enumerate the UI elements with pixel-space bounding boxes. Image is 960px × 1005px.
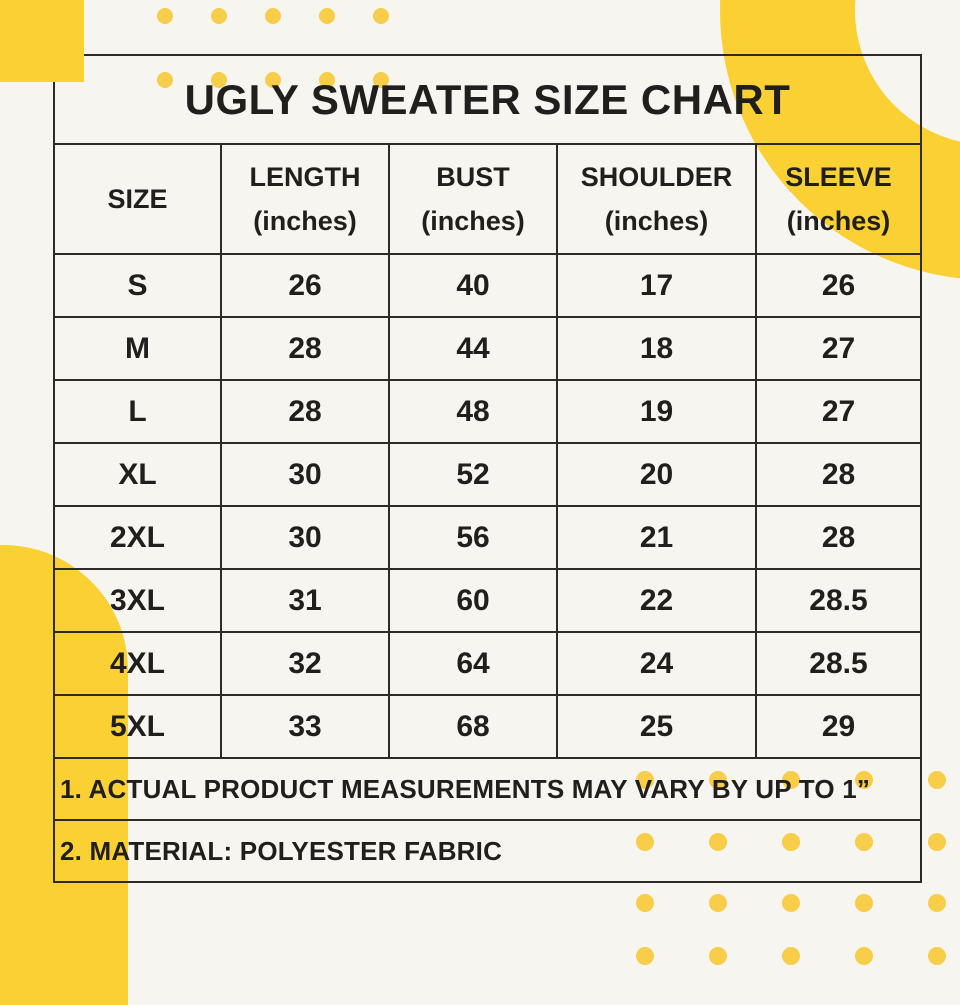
measurement-value: 21 (558, 507, 757, 570)
column-unit: (inches) (787, 199, 891, 243)
measurement-value: 28.5 (757, 570, 920, 633)
measurement-value: 52 (390, 444, 558, 507)
column-label: BUST (436, 155, 510, 199)
decorative-dot (928, 894, 946, 912)
column-label: LENGTH (250, 155, 361, 199)
measurement-value: 22 (558, 570, 757, 633)
measurement-value: 18 (558, 318, 757, 381)
column-label: SLEEVE (785, 155, 892, 199)
measurement-value: 28 (757, 507, 920, 570)
size-label: 2XL (55, 507, 222, 570)
measurement-value: 24 (558, 633, 757, 696)
measurement-value: 30 (222, 444, 390, 507)
decorative-dot (709, 894, 727, 912)
column-header-size: SIZE (55, 145, 222, 255)
top-left-square-decoration (0, 0, 84, 82)
size-label: M (55, 318, 222, 381)
measurement-value: 60 (390, 570, 558, 633)
column-label: SIZE (107, 177, 167, 221)
decorative-dot (709, 947, 727, 965)
column-unit: (inches) (605, 199, 709, 243)
chart-title: UGLY SWEATER SIZE CHART (55, 56, 920, 145)
decorative-dot (636, 947, 654, 965)
column-unit: (inches) (421, 199, 525, 243)
column-unit: (inches) (253, 199, 357, 243)
measurement-value: 40 (390, 255, 558, 318)
measurement-value: 26 (222, 255, 390, 318)
measurement-value: 48 (390, 381, 558, 444)
measurement-value: 28 (222, 381, 390, 444)
decorative-dot (928, 947, 946, 965)
decorative-dot (782, 947, 800, 965)
note-material: 2. MATERIAL: POLYESTER FABRIC (55, 821, 920, 881)
measurement-value: 33 (222, 696, 390, 759)
decorative-dot (928, 771, 946, 789)
measurement-value: 68 (390, 696, 558, 759)
measurement-value: 28 (757, 444, 920, 507)
note-measurements: 1. ACTUAL PRODUCT MEASUREMENTS MAY VARY … (55, 759, 920, 821)
size-label: L (55, 381, 222, 444)
measurement-value: 30 (222, 507, 390, 570)
measurement-value: 31 (222, 570, 390, 633)
column-label: SHOULDER (581, 155, 733, 199)
decorative-dot (782, 894, 800, 912)
measurement-value: 44 (390, 318, 558, 381)
column-header-sleeve: SLEEVE(inches) (757, 145, 920, 255)
column-header-bust: BUST(inches) (390, 145, 558, 255)
size-label: 3XL (55, 570, 222, 633)
measurement-value: 25 (558, 696, 757, 759)
size-chart-page: { "page": { "background_color": "#f7f5f0… (0, 0, 960, 960)
measurement-value: 26 (757, 255, 920, 318)
decorative-dot (373, 8, 389, 24)
measurement-value: 32 (222, 633, 390, 696)
measurement-value: 19 (558, 381, 757, 444)
size-label: S (55, 255, 222, 318)
measurement-value: 64 (390, 633, 558, 696)
measurement-value: 20 (558, 444, 757, 507)
decorative-dot (636, 894, 654, 912)
size-label: 4XL (55, 633, 222, 696)
decorative-dot (855, 947, 873, 965)
decorative-dot (855, 894, 873, 912)
measurement-value: 27 (757, 318, 920, 381)
decorative-dot (265, 8, 281, 24)
measurement-value: 28.5 (757, 633, 920, 696)
column-header-length: LENGTH(inches) (222, 145, 390, 255)
measurement-value: 28 (222, 318, 390, 381)
decorative-dot (928, 833, 946, 851)
decorative-dot (319, 8, 335, 24)
decorative-dot (157, 8, 173, 24)
measurement-value: 29 (757, 696, 920, 759)
measurement-value: 56 (390, 507, 558, 570)
measurement-value: 17 (558, 255, 757, 318)
size-label: XL (55, 444, 222, 507)
measurement-value: 27 (757, 381, 920, 444)
decorative-dot (211, 8, 227, 24)
column-header-shoulder: SHOULDER(inches) (558, 145, 757, 255)
size-label: 5XL (55, 696, 222, 759)
